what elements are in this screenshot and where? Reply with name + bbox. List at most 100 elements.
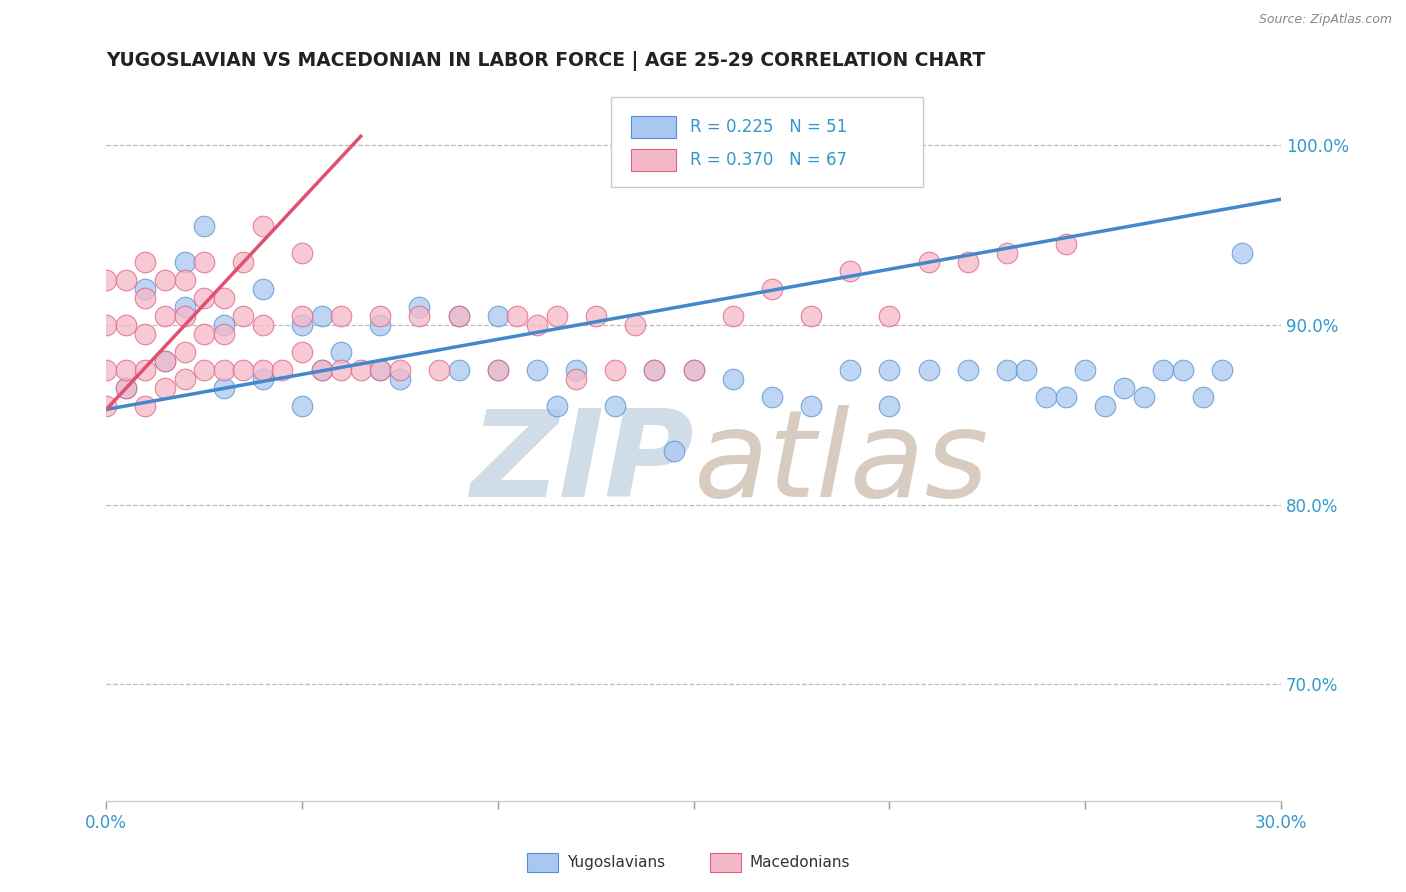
Text: R = 0.225   N = 51: R = 0.225 N = 51 (690, 118, 848, 136)
Point (1094, 399, 1116, 413)
Point (1171, 363, 1194, 377)
Point (134, 363, 156, 377)
Point (330, 345, 353, 359)
Point (212, 326, 235, 341)
Point (96, 273, 118, 287)
Point (173, 255, 195, 269)
Point (721, 372, 744, 386)
Point (800, 309, 823, 323)
Point (1191, 390, 1213, 404)
Point (956, 255, 979, 269)
Point (839, 264, 862, 278)
Point (917, 363, 939, 377)
Point (153, 381, 176, 395)
Text: Macedonians: Macedonians (749, 855, 849, 870)
Text: Yugoslavians: Yugoslavians (567, 855, 665, 870)
Point (134, 399, 156, 413)
Point (114, 363, 136, 377)
Point (546, 309, 568, 323)
Point (291, 399, 314, 413)
Point (114, 318, 136, 332)
Point (252, 363, 274, 377)
Point (252, 282, 274, 296)
Point (1035, 390, 1057, 404)
Point (173, 273, 195, 287)
Point (605, 363, 627, 377)
Point (153, 354, 176, 368)
Point (134, 326, 156, 341)
Point (193, 363, 215, 377)
Point (447, 309, 470, 323)
Point (408, 309, 430, 323)
Point (1054, 390, 1077, 404)
Point (388, 372, 411, 386)
Point (232, 255, 254, 269)
Point (1153, 363, 1175, 377)
Point (96, 318, 118, 332)
Point (546, 399, 568, 413)
Point (291, 309, 314, 323)
Point (153, 273, 176, 287)
FancyBboxPatch shape (612, 96, 922, 186)
Point (1211, 363, 1233, 377)
Point (370, 363, 392, 377)
Point (486, 363, 509, 377)
Point (173, 345, 195, 359)
Point (956, 363, 979, 377)
Point (370, 318, 392, 332)
Point (565, 372, 588, 386)
Point (291, 246, 314, 260)
Point (311, 363, 333, 377)
Point (1015, 363, 1038, 377)
Point (370, 309, 392, 323)
Point (134, 291, 156, 305)
Text: R = 0.370   N = 67: R = 0.370 N = 67 (690, 151, 846, 169)
Point (1114, 381, 1136, 395)
Point (565, 363, 588, 377)
Point (193, 255, 215, 269)
Point (193, 326, 215, 341)
Point (291, 318, 314, 332)
Point (232, 363, 254, 377)
Point (447, 309, 470, 323)
Point (330, 363, 353, 377)
Point (662, 443, 685, 458)
Point (526, 363, 548, 377)
Point (330, 309, 353, 323)
Point (96, 399, 118, 413)
Point (1074, 363, 1097, 377)
Point (486, 309, 509, 323)
Point (271, 363, 294, 377)
Point (408, 300, 430, 314)
Point (917, 255, 939, 269)
Point (232, 309, 254, 323)
Point (212, 381, 235, 395)
Point (134, 282, 156, 296)
Point (193, 219, 215, 233)
Point (605, 399, 627, 413)
Point (153, 354, 176, 368)
Point (486, 363, 509, 377)
Point (995, 363, 1018, 377)
Point (761, 282, 783, 296)
Point (800, 399, 823, 413)
FancyBboxPatch shape (631, 116, 676, 137)
Point (879, 399, 901, 413)
Point (173, 372, 195, 386)
Point (447, 363, 470, 377)
Point (173, 300, 195, 314)
Point (879, 309, 901, 323)
FancyBboxPatch shape (631, 149, 676, 170)
Point (879, 363, 901, 377)
Point (114, 273, 136, 287)
Text: atlas: atlas (693, 405, 988, 522)
Point (427, 363, 450, 377)
Point (311, 309, 333, 323)
Point (252, 219, 274, 233)
Point (1133, 390, 1156, 404)
Point (153, 309, 176, 323)
Point (682, 363, 704, 377)
Point (311, 363, 333, 377)
Point (212, 318, 235, 332)
Point (350, 363, 373, 377)
